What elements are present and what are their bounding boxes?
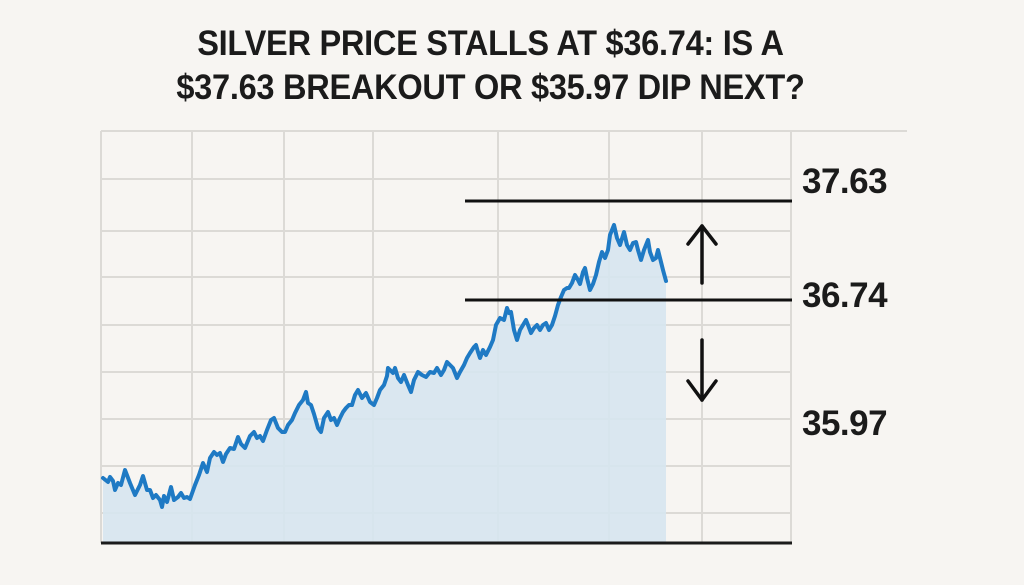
chart-title: SILVER PRICE STALLS AT $36.74: IS A $37.…: [33, 22, 985, 110]
title-line-1: SILVER PRICE STALLS AT $36.74: IS A: [197, 24, 784, 63]
arrow-up-icon: [686, 224, 718, 285]
support-level-label: 35.97: [802, 404, 888, 443]
price-line: [101, 223, 668, 509]
resistance-level-label: 37.63: [802, 162, 888, 201]
title-line-2: $37.63 BREAKOUT OR $35.97 DIP NEXT?: [176, 68, 805, 107]
current-level-label: 36.74: [802, 276, 888, 315]
arrow-down-icon: [686, 338, 718, 402]
